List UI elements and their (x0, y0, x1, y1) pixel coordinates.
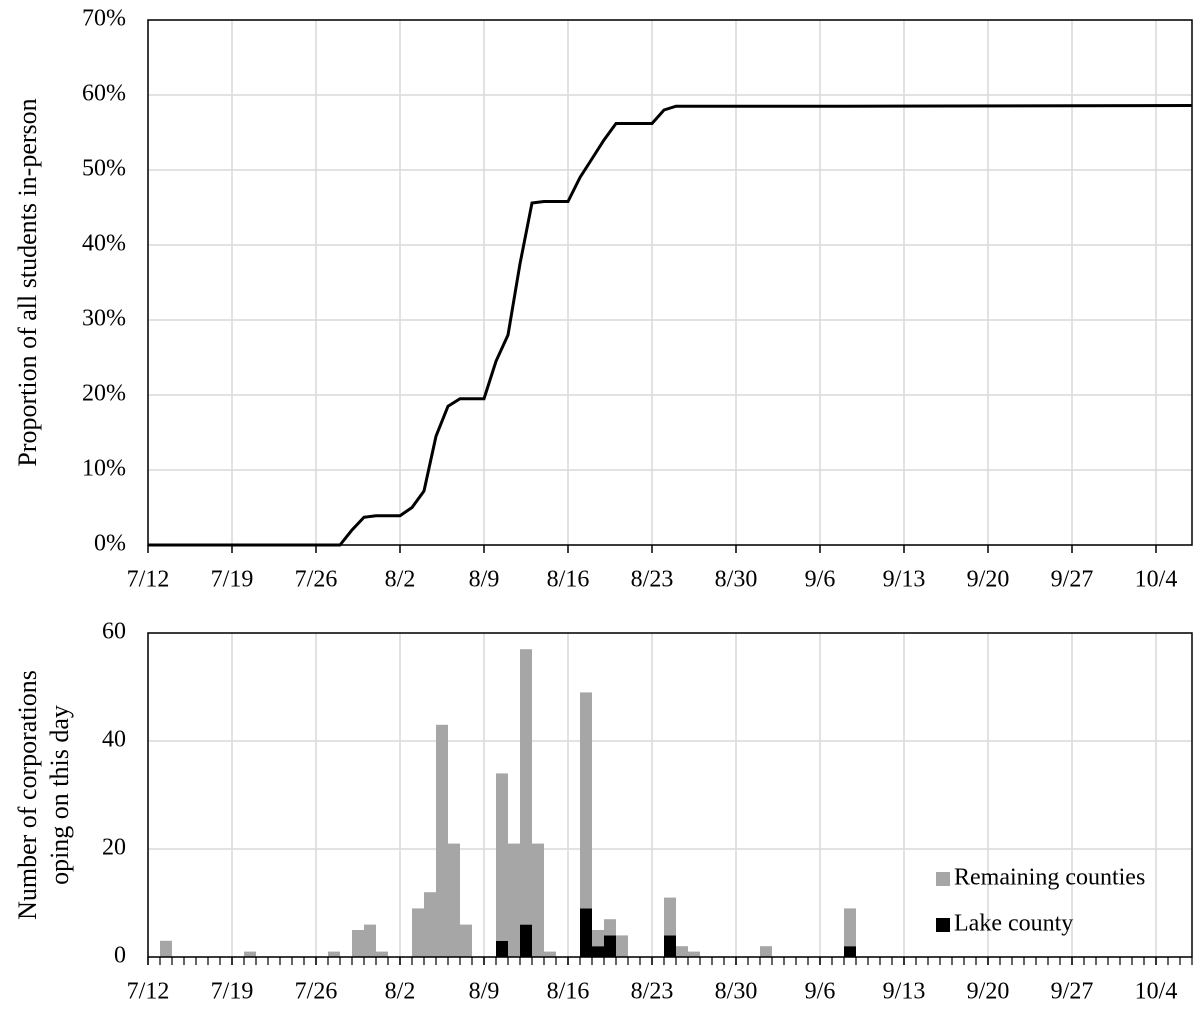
legend-label: Lake county (954, 911, 1073, 937)
bar (844, 908, 856, 947)
x-tick-label: 8/23 (631, 979, 674, 1005)
bar (520, 924, 532, 957)
y-tick-label: 0% (94, 531, 126, 557)
bar (436, 724, 448, 957)
bar (580, 692, 592, 909)
y-tick-label: 60% (82, 81, 126, 107)
bar (676, 946, 688, 957)
x-tick-label: 7/19 (211, 567, 254, 593)
bar (664, 897, 676, 936)
y-axis-label: Number of corporations (13, 670, 42, 920)
bar (520, 649, 532, 925)
x-tick-label: 7/12 (127, 567, 170, 593)
x-tick-label: 8/30 (715, 979, 758, 1005)
bar (604, 935, 616, 957)
x-tick-label: 8/16 (547, 567, 590, 593)
x-tick-label: 8/9 (469, 567, 500, 593)
bar (160, 940, 172, 957)
bar (496, 773, 508, 941)
bar (580, 908, 592, 957)
bar (244, 951, 256, 957)
bar (352, 930, 364, 957)
bar (460, 924, 472, 957)
legend-swatch (936, 918, 950, 932)
x-tick-label: 9/20 (967, 979, 1010, 1005)
x-tick-label: 10/4 (1135, 979, 1178, 1005)
x-tick-label: 7/26 (295, 979, 338, 1005)
legend-label: Remaining counties (954, 865, 1145, 891)
y-tick-label: 70% (82, 6, 126, 32)
x-tick-label: 9/13 (883, 567, 926, 593)
y-tick-label: 50% (82, 156, 126, 182)
y-tick-label: 40% (82, 231, 126, 257)
bar (412, 908, 424, 957)
bar (424, 892, 436, 957)
bar (688, 951, 700, 957)
bar (592, 946, 604, 957)
bar (508, 843, 520, 957)
bar (592, 930, 604, 947)
y-tick-label: 20% (82, 381, 126, 407)
y-tick-label: 30% (82, 306, 126, 332)
y-tick-label: 10% (82, 456, 126, 482)
bar (532, 843, 544, 957)
x-tick-label: 8/2 (385, 979, 416, 1005)
bar (844, 946, 856, 957)
y-tick-label: 40 (102, 727, 126, 753)
bar (616, 935, 628, 957)
x-tick-label: 9/6 (805, 567, 836, 593)
x-tick-label: 8/23 (631, 567, 674, 593)
plot-frame (147, 632, 1193, 958)
y-tick-label: 60 (102, 619, 126, 645)
bar (376, 951, 388, 957)
line (148, 104, 1193, 547)
x-tick-label: 8/2 (385, 567, 416, 593)
bar (448, 843, 460, 957)
bar (760, 946, 772, 957)
x-tick-label: 9/27 (1051, 567, 1094, 593)
x-tick-label: 7/12 (127, 979, 170, 1005)
x-tick-label: 9/20 (967, 567, 1010, 593)
bar (496, 940, 508, 957)
y-axis-label: Proportion of all students in-person (13, 98, 42, 466)
bar (604, 919, 616, 936)
x-tick-label: 7/19 (211, 979, 254, 1005)
x-tick-label: 9/6 (805, 979, 836, 1005)
y-axis-label: oping on this day (45, 705, 74, 885)
y-tick-label: 20 (102, 835, 126, 861)
x-tick-label: 7/26 (295, 567, 338, 593)
legend-swatch (936, 872, 950, 886)
x-tick-label: 8/9 (469, 979, 500, 1005)
x-tick-label: 8/30 (715, 567, 758, 593)
y-tick-label: 0 (114, 943, 126, 969)
bar (328, 951, 340, 957)
x-tick-label: 8/16 (547, 979, 590, 1005)
x-tick-label: 10/4 (1135, 567, 1178, 593)
x-tick-label: 9/13 (883, 979, 926, 1005)
bar (364, 924, 376, 957)
bar (544, 951, 556, 957)
x-tick-label: 9/27 (1051, 979, 1094, 1005)
bar (664, 935, 676, 957)
plot-frame (147, 19, 1193, 546)
